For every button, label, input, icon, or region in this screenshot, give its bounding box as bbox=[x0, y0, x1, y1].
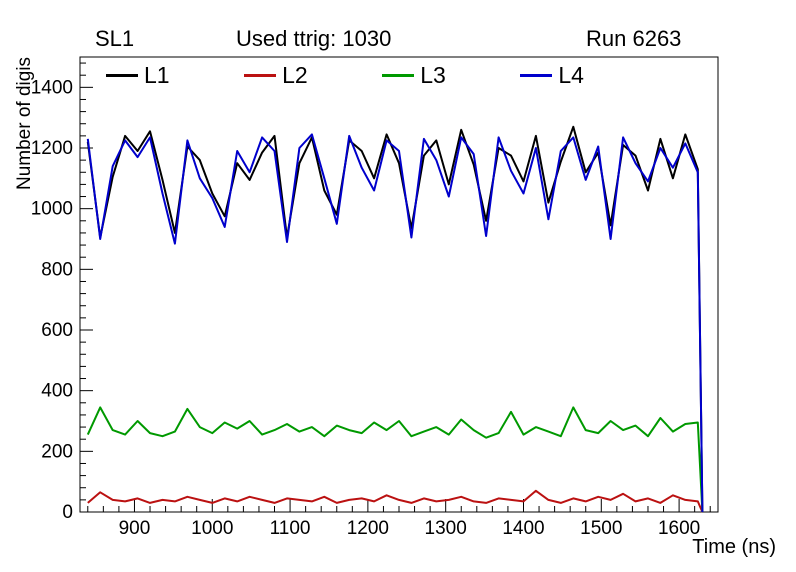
series-line-l3 bbox=[86, 406, 704, 513]
y-tick-label: 1200 bbox=[31, 138, 73, 159]
legend-entry-l3: L3 bbox=[382, 61, 446, 88]
y-tick-label: 0 bbox=[62, 502, 73, 523]
x-tick-label: 1600 bbox=[658, 518, 700, 539]
x-tick-label: 1500 bbox=[580, 518, 622, 539]
legend-line-swatch bbox=[106, 73, 138, 77]
legend-line-swatch bbox=[382, 73, 415, 77]
legend-line-swatch bbox=[520, 73, 553, 77]
legend-line-swatch bbox=[244, 73, 277, 77]
legend-label: L2 bbox=[282, 61, 308, 88]
run-number-label: Run 6263 bbox=[586, 26, 682, 51]
legend-label: L4 bbox=[558, 61, 584, 88]
y-tick-label: 1400 bbox=[31, 77, 73, 98]
legend-entry-l4: L4 bbox=[520, 61, 584, 88]
series-line-l1 bbox=[86, 125, 704, 513]
x-tick-label: 1300 bbox=[425, 518, 467, 539]
series-line-l2 bbox=[87, 489, 704, 513]
x-tick-label: 1200 bbox=[347, 518, 389, 539]
legend-label: L3 bbox=[420, 61, 446, 88]
y-tick-label: 1000 bbox=[31, 199, 73, 220]
legend-entry-l1: L1 bbox=[106, 61, 170, 88]
plot-frame bbox=[79, 56, 719, 513]
series-line-l4 bbox=[86, 133, 704, 513]
pad-label-sl1: SL1 bbox=[95, 26, 135, 51]
legend-entry-l2: L2 bbox=[244, 61, 308, 88]
x-tick-label: 1000 bbox=[191, 518, 233, 539]
chart-title: Used ttrig: 1030 bbox=[236, 26, 392, 51]
x-tick-label: 1100 bbox=[270, 518, 311, 539]
y-axis-title: Number of digis bbox=[14, 56, 35, 190]
legend: L1 L2 L3 L4 bbox=[106, 60, 584, 90]
y-tick-label: 800 bbox=[41, 259, 73, 280]
x-tick-label: 900 bbox=[119, 518, 151, 539]
x-tick-label: 1400 bbox=[502, 518, 544, 539]
x-axis-title: Time (ns) bbox=[692, 536, 776, 558]
legend-label: L1 bbox=[144, 61, 170, 88]
y-tick-label: 400 bbox=[41, 381, 73, 402]
y-tick-label: 200 bbox=[41, 441, 73, 462]
y-tick-label: 600 bbox=[41, 320, 73, 341]
